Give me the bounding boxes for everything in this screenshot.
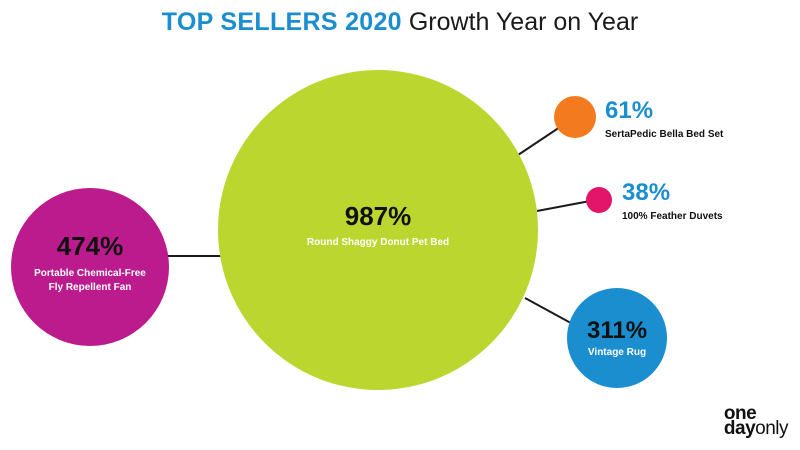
- name-label-feather-duvets: 100% Feather Duvets: [622, 211, 723, 222]
- logo-line1: one: [723, 403, 757, 424]
- logo-day: day: [723, 418, 756, 439]
- name-label-bella-bed-set: SertaPedic Bella Bed Set: [605, 129, 724, 140]
- value-label-feather-duvets: 38%: [622, 179, 670, 206]
- name-label-vintage-rug: Vintage Rug: [588, 347, 646, 358]
- chart-title: TOP SELLERS 2020 Growth Year on Year: [0, 8, 800, 37]
- connector-duvets: [536, 200, 591, 212]
- value-label-bella-bed-set: 61%: [605, 97, 653, 124]
- value-label-vintage-rug: 311%: [587, 317, 647, 344]
- name-label-donut-pet-bed: Round Shaggy Donut Pet Bed: [307, 237, 449, 248]
- bubble-bella-bed-set: [554, 96, 596, 138]
- bubble-fly-repellent-fan: [11, 188, 169, 346]
- name-label-fly-repellent-fan-line2: Fly Repellent Fan: [49, 282, 132, 293]
- bubble-feather-duvets: [586, 187, 612, 213]
- connector-bella: [514, 126, 561, 158]
- title-rest: Growth Year on Year: [408, 8, 639, 36]
- name-label-fly-repellent-fan-line1: Portable Chemical-Free: [34, 268, 146, 279]
- logo-only: only: [755, 418, 788, 439]
- brand-logo: one dayonly: [723, 403, 789, 439]
- bubble-vintage-rug: [567, 288, 667, 388]
- value-label-donut-pet-bed: 987%: [345, 201, 412, 231]
- logo-line2: dayonly: [723, 418, 789, 439]
- value-label-fly-repellent-fan: 474%: [57, 231, 124, 261]
- bubble-donut-pet-bed: [218, 70, 538, 390]
- title-accent: TOP SELLERS 2020: [161, 8, 402, 36]
